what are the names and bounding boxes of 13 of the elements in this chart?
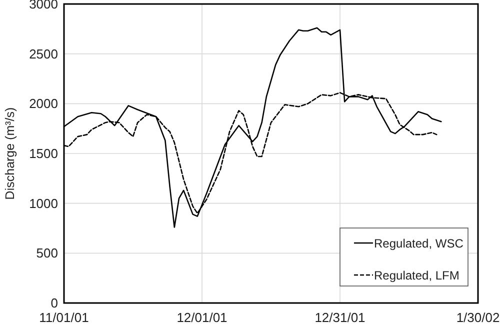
legend-label: Regulated, LFM [374,268,460,282]
y-axis-title: Discharge (m³/s) [3,107,17,200]
y-tick-label: 1000 [29,196,58,211]
legend-label: Regulated, WSC [374,236,464,250]
x-tick-label: 1/30/02 [456,310,500,325]
y-tick-label: 1500 [29,146,58,161]
x-tick-label: 12/01/01 [176,310,228,325]
y-tick-label: 2000 [29,96,58,112]
y-tick-label: 0 [50,296,58,310]
y-tick-label: 500 [36,246,58,261]
x-tick-label: 11/01/01 [39,310,89,325]
x-tick-label: 12/31/01 [314,310,366,325]
y-tick-label: 2500 [29,46,58,62]
